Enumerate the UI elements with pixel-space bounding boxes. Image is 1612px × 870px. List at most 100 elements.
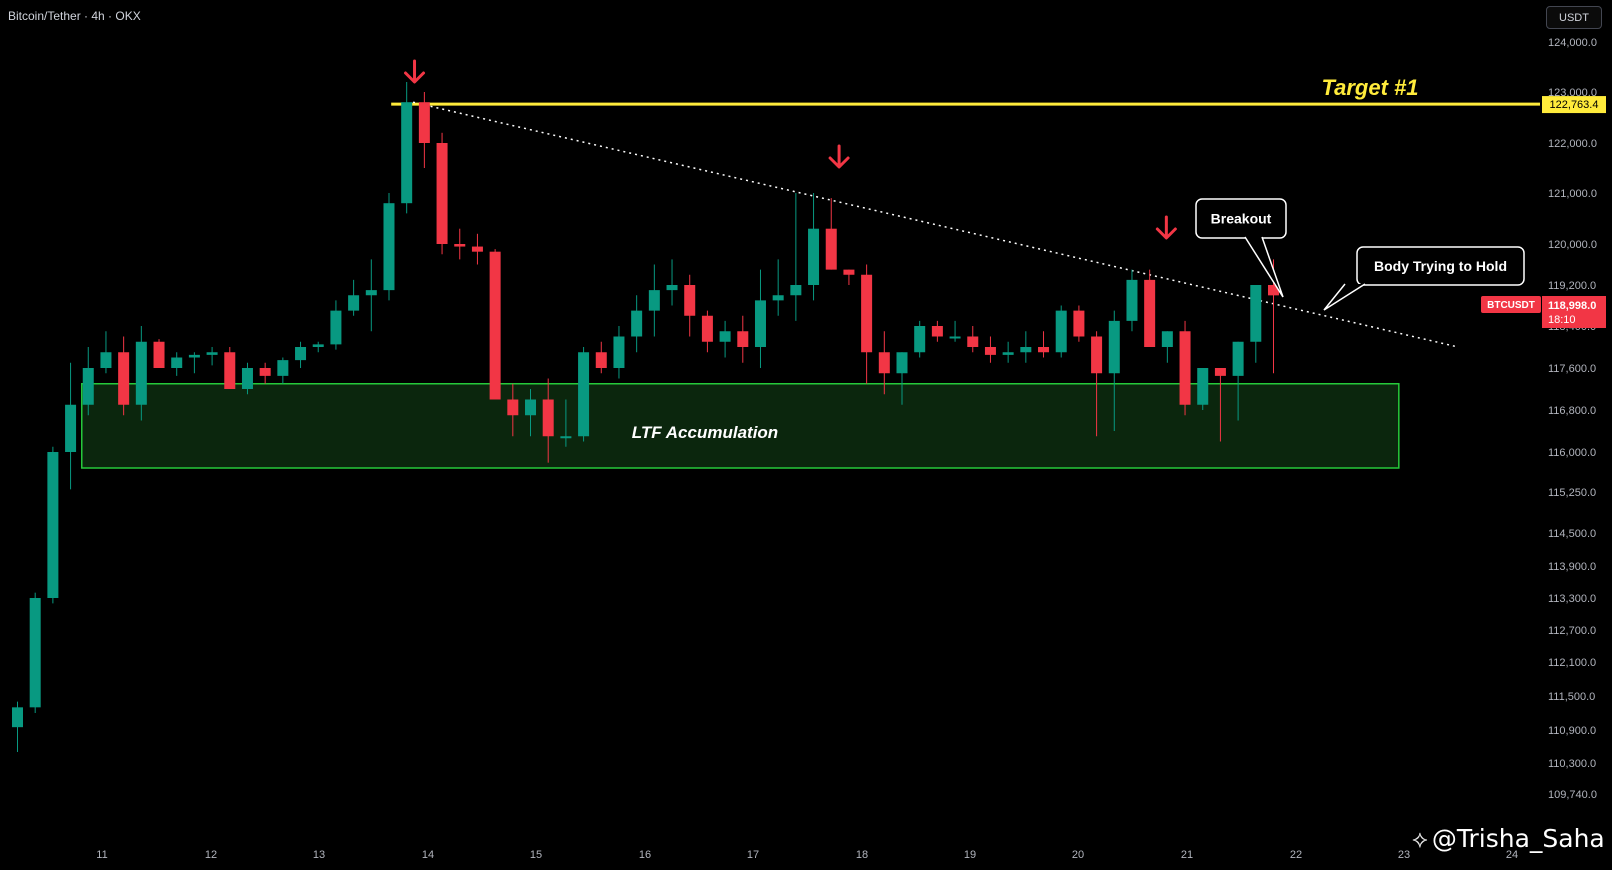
price-tick-label: 120,000.0	[1548, 239, 1597, 251]
price-tick-label: 117,600.0	[1548, 363, 1596, 375]
candle-body	[277, 360, 289, 376]
breakout-callout-pointer	[1244, 236, 1284, 298]
candle	[188, 352, 200, 374]
candle-body	[825, 228, 837, 270]
candle	[967, 326, 979, 353]
target-price-badge: 122,763.4	[1542, 96, 1606, 114]
candle	[65, 362, 77, 490]
candle-body	[312, 344, 324, 347]
candle-body	[1144, 279, 1156, 347]
candle-body	[1055, 310, 1067, 353]
candle-body	[1267, 285, 1279, 296]
candle-body	[1020, 347, 1032, 353]
candle-body	[808, 228, 820, 285]
candle	[1055, 305, 1067, 358]
candle	[277, 357, 289, 384]
current-price-text: 118,998.0	[1548, 300, 1596, 312]
candle-body	[613, 336, 625, 368]
time-tick-label: 15	[530, 849, 542, 861]
candle	[684, 274, 696, 337]
candle-body	[47, 452, 59, 598]
candle-body	[701, 315, 713, 342]
candle	[507, 383, 519, 437]
candle	[1197, 368, 1209, 410]
candle-body	[118, 352, 130, 405]
price-tick-label: 113,300.0	[1548, 593, 1596, 605]
candle-body	[259, 368, 271, 376]
time-tick-label: 23	[1398, 849, 1410, 861]
candle-body	[171, 357, 183, 368]
candle-body	[525, 399, 537, 416]
time-tick-label: 18	[856, 849, 868, 861]
watermark-handle: @Trisha_Saha	[1431, 824, 1605, 853]
candle-body	[560, 436, 572, 439]
time-axis: 11 12 13 14 15 16 17 18 19 20 21 22 23 24	[96, 849, 1518, 861]
resistance-trendline	[412, 101, 1459, 348]
candle-body	[65, 404, 77, 452]
candle-body	[383, 203, 395, 291]
candle	[436, 132, 448, 255]
candle-body	[949, 336, 961, 339]
candle	[701, 310, 713, 353]
breakout-callout-text: Breakout	[1211, 211, 1272, 227]
candle	[401, 82, 413, 214]
candle	[525, 389, 537, 437]
candle-body	[1038, 347, 1050, 353]
hold-callout-pointer	[1323, 283, 1366, 311]
candle	[719, 320, 731, 358]
price-tick-label: 121,000.0	[1548, 188, 1597, 200]
price-tick-label: 110,900.0	[1548, 725, 1596, 737]
candle-body	[295, 347, 307, 361]
candle-body	[984, 347, 996, 355]
target-label: Target #1	[1321, 75, 1418, 100]
price-tick-label: 116,000.0	[1548, 447, 1596, 459]
currency-button[interactable]: USDT	[1546, 6, 1602, 29]
candle	[984, 336, 996, 363]
candle	[312, 341, 324, 353]
candle-body	[1214, 368, 1226, 376]
candle-body	[1108, 320, 1120, 374]
price-tick-label: 109,740.0	[1548, 789, 1597, 801]
candle	[471, 233, 483, 265]
candle	[47, 446, 59, 604]
candle	[861, 264, 873, 384]
candle	[241, 362, 253, 395]
candle-body	[153, 341, 165, 368]
candle-body	[861, 274, 873, 353]
candle-body	[241, 368, 253, 389]
candle	[383, 193, 395, 301]
price-tick-label: 113,900.0	[1548, 561, 1596, 573]
candle	[82, 347, 94, 416]
symbol-badge-text: BTCUSDT	[1487, 300, 1535, 311]
price-tick-label: 112,700.0	[1548, 625, 1596, 637]
time-tick-label: 12	[205, 849, 217, 861]
current-price-badge: BTCUSDT 118,998.0 18:10	[1481, 296, 1606, 328]
candle	[454, 228, 466, 260]
candle-body	[1250, 285, 1262, 342]
time-tick-label: 19	[964, 849, 976, 861]
candle	[560, 399, 572, 447]
candle-body	[843, 269, 855, 275]
candle-body	[772, 295, 784, 301]
time-tick-label: 14	[422, 849, 434, 861]
price-axis: 124,000.0 123,000.0 122,000.0 121,000.0 120,…	[1548, 37, 1597, 801]
down-arrow-icon	[1155, 215, 1177, 240]
candle-body	[454, 244, 466, 247]
candle	[790, 193, 802, 321]
candle-body	[489, 251, 501, 400]
candle-body	[418, 102, 430, 143]
candle-body	[666, 285, 678, 291]
candle-body	[206, 352, 218, 355]
candle-body	[12, 707, 23, 728]
time-tick-label: 20	[1072, 849, 1084, 861]
candle-body	[1073, 310, 1085, 337]
time-tick-label: 22	[1290, 849, 1302, 861]
zone-label: LTF Accumulation	[632, 423, 778, 442]
candle	[631, 295, 643, 353]
price-tick-label: 110,300.0	[1548, 758, 1596, 770]
candle	[348, 279, 360, 316]
candle-body	[224, 352, 236, 389]
time-tick-label: 13	[313, 849, 325, 861]
candle-body	[1197, 368, 1209, 405]
